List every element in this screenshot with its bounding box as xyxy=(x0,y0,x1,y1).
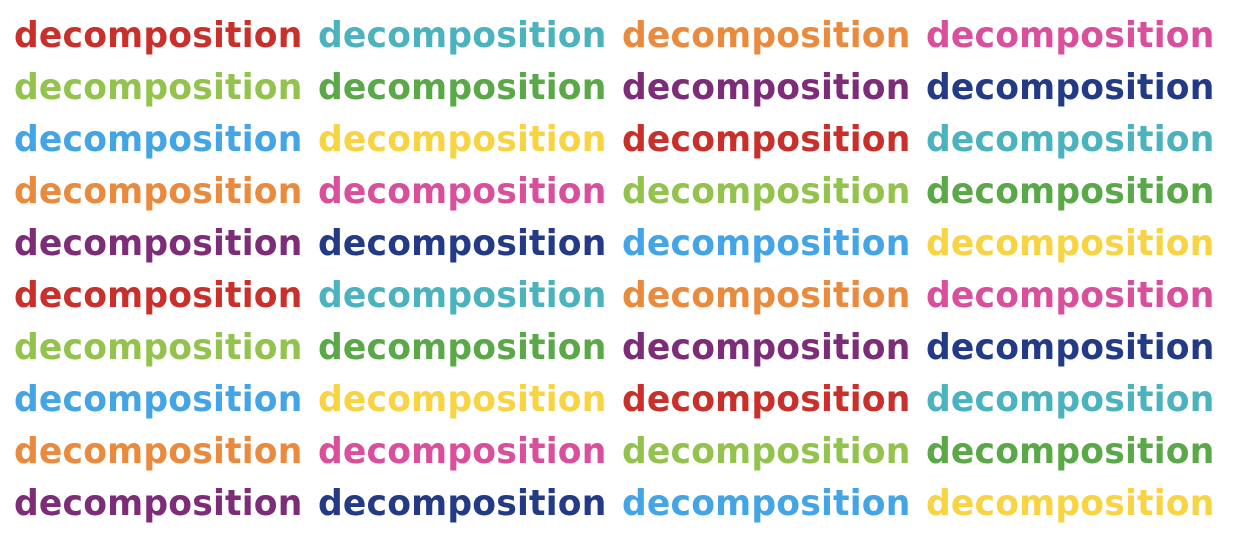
decomposition-word: decomposition xyxy=(14,327,303,368)
decomposition-word: decomposition xyxy=(14,15,303,56)
decomposition-word: decomposition xyxy=(622,483,911,524)
decomposition-word: decomposition xyxy=(14,171,303,212)
decomposition-word: decomposition xyxy=(14,431,303,472)
decomposition-word: decomposition xyxy=(318,483,607,524)
decomposition-word: decomposition xyxy=(14,483,303,524)
decomposition-word: decomposition xyxy=(622,275,911,316)
decomposition-word: decomposition xyxy=(622,119,911,160)
decomposition-word: decomposition xyxy=(622,171,911,212)
decomposition-word: decomposition xyxy=(622,379,911,420)
decomposition-word: decomposition xyxy=(318,379,607,420)
decomposition-word: decomposition xyxy=(926,15,1215,56)
decomposition-word: decomposition xyxy=(14,379,303,420)
word-grid: decomposition decomposition decomposition d… xyxy=(14,10,1230,530)
decomposition-word: decomposition xyxy=(622,223,911,264)
decomposition-word: decomposition xyxy=(14,223,303,264)
decomposition-word: decomposition xyxy=(318,223,607,264)
decomposition-word: decomposition xyxy=(14,67,303,108)
decomposition-word: decomposition xyxy=(318,431,607,472)
decomposition-word: decomposition xyxy=(926,67,1215,108)
decomposition-word: decomposition xyxy=(318,119,607,160)
decomposition-word: decomposition xyxy=(622,67,911,108)
decomposition-word: decomposition xyxy=(926,431,1215,472)
decomposition-word: decomposition xyxy=(926,119,1215,160)
decomposition-word: decomposition xyxy=(926,275,1215,316)
decomposition-word: decomposition xyxy=(318,327,607,368)
decomposition-word: decomposition xyxy=(622,327,911,368)
decomposition-word: decomposition xyxy=(926,379,1215,420)
decomposition-word: decomposition xyxy=(622,15,911,56)
decomposition-word: decomposition xyxy=(622,431,911,472)
decomposition-word: decomposition xyxy=(14,275,303,316)
decomposition-word: decomposition xyxy=(926,223,1215,264)
decomposition-word: decomposition xyxy=(14,119,303,160)
decomposition-word: decomposition xyxy=(318,15,607,56)
decomposition-word: decomposition xyxy=(926,327,1215,368)
decomposition-word: decomposition xyxy=(926,483,1215,524)
decomposition-word: decomposition xyxy=(318,67,607,108)
decomposition-word: decomposition xyxy=(318,171,607,212)
decomposition-word: decomposition xyxy=(926,171,1215,212)
decomposition-word: decomposition xyxy=(318,275,607,316)
